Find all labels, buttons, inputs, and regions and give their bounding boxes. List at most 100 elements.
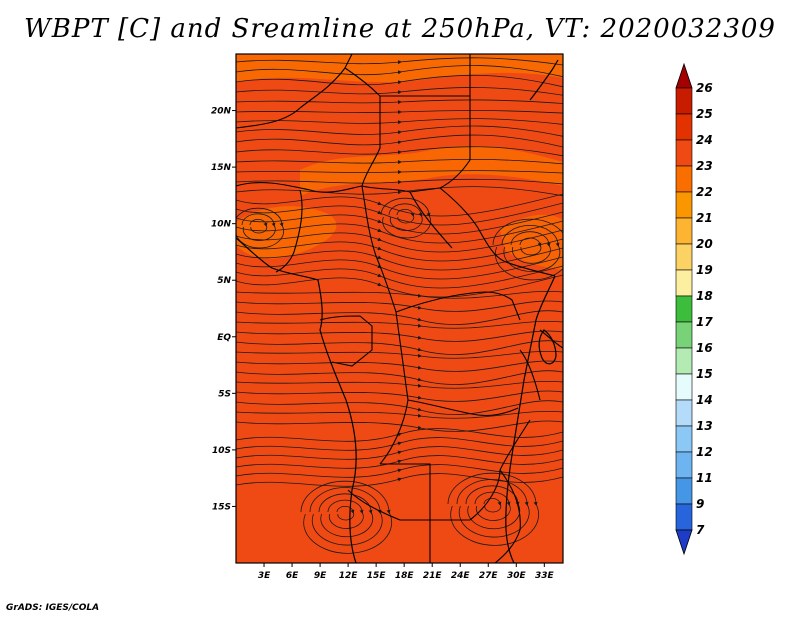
colorbar-swatch: [675, 425, 693, 453]
colorbar-label: 12: [696, 445, 713, 459]
colorbar-label: 7: [696, 523, 705, 537]
map-frame: [235, 53, 564, 564]
colorbar-label: 20: [696, 237, 713, 251]
wbpt-patch-west: [236, 206, 337, 259]
map-title: WBPT [C] and Sreamline at 250hPa, VT: 20…: [24, 14, 776, 44]
lon-tick-label: 18E: [395, 571, 415, 581]
colorbar-label: 14: [696, 393, 713, 407]
colorbar-swatch: [675, 347, 693, 375]
streamline: [236, 118, 563, 125]
colorbar-swatch: [675, 113, 693, 141]
streamline: [236, 146, 563, 157]
lon-tick-label: 33E: [535, 571, 555, 581]
colorbar-label: 9: [696, 497, 704, 511]
streamline: [236, 330, 563, 342]
streamline: [236, 158, 563, 165]
colorbar-label: 15: [696, 367, 713, 381]
lon-tick-label: 30E: [507, 571, 527, 581]
streamline: [236, 229, 563, 253]
streamline: [236, 370, 563, 385]
colorbar-bottom-arrow: [675, 529, 693, 556]
streamline: [456, 479, 530, 538]
lat-tick-label: 10N: [211, 220, 232, 230]
lon-tick-label: 6E: [286, 571, 299, 581]
streamline: [447, 472, 540, 546]
streamline: [236, 381, 563, 389]
streamline: [236, 74, 563, 88]
streamline: [236, 220, 563, 244]
streamline: [236, 455, 563, 469]
streamline: [236, 65, 563, 78]
streamline: [492, 218, 563, 281]
colorbar-swatch: [675, 503, 693, 531]
streamline: [300, 480, 393, 554]
streamline: [236, 207, 285, 249]
colorbar-swatch: [675, 295, 693, 323]
streamline: [236, 400, 563, 415]
streamline: [236, 211, 563, 235]
streamline: [336, 506, 355, 521]
colorbar-swatch: [675, 139, 693, 167]
colorbar: 26 25 24 23 22 21 20 19 18 17 16 15 14 13 12 11 9 7: [675, 62, 713, 556]
lon-tick-label: 24E: [451, 571, 471, 581]
streamline: [236, 340, 563, 355]
wbpt-field: [236, 54, 563, 563]
streamline: [318, 493, 374, 538]
colorbar-label: 11: [696, 471, 713, 485]
streamline: [236, 202, 563, 226]
lat-tick-label: 15S: [212, 502, 231, 512]
colorbar-swatch: [675, 269, 693, 297]
lon-tick-label: 15E: [367, 571, 387, 581]
country-borders: [236, 54, 563, 563]
lat-tick-label: 5S: [218, 389, 231, 399]
streamline: [236, 411, 563, 419]
streamline: [249, 219, 268, 234]
colorbar-label: 22: [696, 185, 713, 199]
streamline: [236, 360, 563, 372]
colorbar-swatch: [675, 87, 693, 115]
streamline: [236, 87, 563, 96]
lon-tick-label: 9E: [314, 571, 327, 581]
lat-tick-label: 15N: [211, 163, 232, 173]
colorbar-label: 26: [696, 81, 713, 95]
streamline: [236, 310, 563, 325]
colorbar-swatch: [675, 373, 693, 401]
streamline: [309, 487, 383, 546]
colorbar-label: 16: [696, 341, 713, 355]
lat-tick-label: 10S: [212, 446, 231, 456]
lon-tick-label: 12E: [339, 571, 359, 581]
lon-tick-label: 3E: [258, 571, 271, 581]
colorbar-label: 17: [696, 315, 713, 329]
lat-axis: 20N 15N 10N 5N EQ 5S 10S 15S: [211, 107, 236, 512]
wbpt-patch-east: [500, 214, 563, 270]
streamline: [236, 193, 563, 217]
streamline: [388, 203, 423, 231]
lat-tick-label: EQ: [217, 333, 231, 343]
streamline: [501, 225, 561, 273]
colorbar-label: 21: [696, 211, 713, 225]
streamline: [241, 213, 276, 241]
colorbar-label: 13: [696, 419, 713, 433]
grads-credit: GrADS: IGES/COLA: [6, 603, 100, 613]
colorbar-swatch: [675, 165, 693, 193]
coastline: [236, 59, 559, 563]
streamline: [236, 428, 563, 442]
colorbar-top-arrow: [675, 62, 693, 89]
streamline: [236, 473, 563, 487]
lat-tick-label: 5N: [217, 276, 231, 286]
streamline: [519, 237, 542, 256]
streamline: [236, 238, 563, 262]
streamlines: [236, 57, 563, 554]
lat-tick-label: 20N: [211, 107, 232, 117]
streamline: [236, 134, 563, 148]
streamline: [236, 110, 563, 115]
colorbar-swatch: [675, 451, 693, 479]
streamline: [236, 300, 563, 312]
streamline: [236, 170, 563, 175]
streamline: [236, 57, 563, 66]
wbpt-patch-north: [236, 54, 563, 83]
colorbar-swatch: [675, 217, 693, 245]
streamline: [236, 291, 563, 299]
colorbar-swatch: [675, 477, 693, 505]
streamline: [483, 498, 502, 513]
